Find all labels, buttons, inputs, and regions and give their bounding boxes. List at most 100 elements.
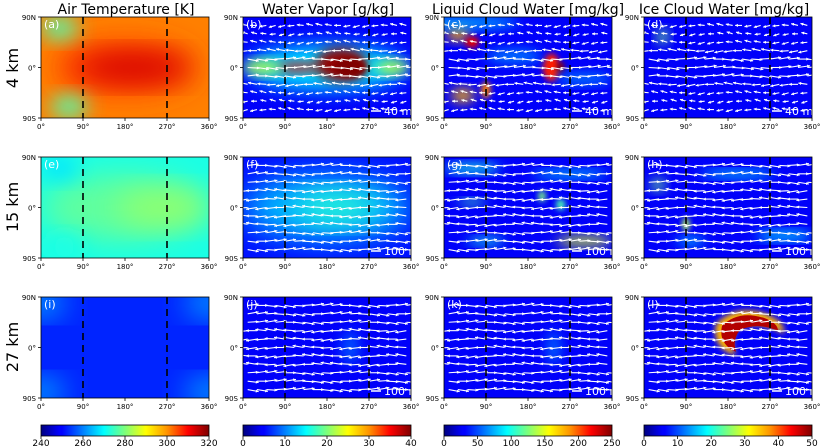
wind-arrowhead	[587, 313, 591, 317]
wind-arrowhead	[577, 238, 581, 242]
wind-arrowhead	[456, 215, 460, 219]
wind-arrowhead	[380, 92, 384, 96]
wind-arrowhead	[693, 238, 697, 242]
wind-arrowhead	[266, 47, 270, 51]
wind-arrowhead	[677, 84, 681, 88]
wind-arrowhead	[525, 90, 529, 94]
wind-arrowhead	[665, 249, 669, 253]
wind-arrowhead	[596, 205, 600, 209]
wind-arrowhead	[513, 64, 517, 68]
wind-arrowhead	[376, 165, 380, 169]
wind-arrowhead	[712, 212, 716, 216]
wind-arrowhead	[283, 378, 287, 382]
wind-arrowhead	[465, 355, 469, 359]
wind-arrowhead	[587, 197, 590, 201]
lon-tick-label: 270°	[562, 123, 579, 131]
wind-arrowhead	[545, 31, 549, 35]
lat-tick-label: 90S	[426, 115, 440, 123]
wind-arrowhead	[461, 31, 465, 35]
wind-arrowhead	[493, 378, 497, 382]
wind-arrowhead	[688, 24, 692, 28]
wind-arrowhead	[456, 249, 460, 253]
wind-arrowhead	[292, 313, 296, 317]
wind-arrowhead	[503, 337, 506, 341]
wind-arrowhead	[744, 24, 748, 28]
wind-arrowhead	[525, 109, 529, 113]
wind-arrow	[807, 58, 812, 61]
lat-tick-label: 0°	[431, 205, 439, 213]
wind-arrowhead	[335, 99, 338, 103]
wind-arrowhead	[493, 313, 497, 317]
wind-arrowhead	[656, 222, 660, 226]
wind-arrowhead	[283, 188, 287, 192]
wind-arrowhead	[386, 353, 390, 357]
wind-arrowhead	[665, 179, 669, 183]
wind-arrow	[644, 222, 649, 225]
wind-arrowhead	[759, 364, 763, 368]
wind-arrow	[607, 304, 612, 306]
wind-arrowhead	[359, 67, 363, 71]
wind-arrowhead	[288, 99, 292, 103]
wind-arrowhead	[721, 322, 725, 326]
wind-arrowhead	[330, 221, 334, 225]
wind-arrowhead	[549, 249, 553, 253]
wind-arrowhead	[512, 330, 516, 334]
wind-arrowhead	[348, 249, 352, 253]
wind-arrowhead	[638, 330, 641, 333]
wind-arrow	[444, 338, 449, 341]
wind-arrowhead	[334, 23, 337, 27]
wind-arrowhead	[456, 380, 460, 384]
wind-arrowhead	[362, 24, 366, 28]
wind-arrowhead	[712, 361, 716, 365]
wind-arrowhead	[733, 81, 737, 85]
wind-arrow	[644, 338, 649, 341]
colorbar-gradient	[643, 424, 813, 437]
wind-arrowhead	[287, 92, 291, 96]
wind-arrowhead	[237, 353, 240, 356]
wind-arrowhead	[744, 108, 748, 112]
wind-arrowhead	[302, 353, 306, 357]
wind-arrowhead	[475, 205, 478, 210]
wind-arrowhead	[488, 106, 492, 110]
wind-arrowhead	[591, 92, 595, 96]
wind-arrowhead	[684, 378, 688, 382]
wind-arrowhead	[395, 361, 399, 365]
wind-arrowhead	[324, 109, 328, 113]
wind-arrowhead	[540, 302, 544, 306]
wind-arrowhead	[395, 313, 399, 317]
wind-arrowhead	[721, 182, 725, 186]
wind-arrowhead	[279, 98, 283, 102]
wind-arrowhead	[269, 32, 273, 36]
wind-arrowhead	[716, 41, 720, 45]
wind-arrowhead	[264, 311, 268, 315]
wind-arrowhead	[367, 224, 371, 228]
wind-arrowhead	[456, 162, 460, 166]
wind-arrowhead	[684, 364, 688, 368]
wind-arrowhead	[404, 322, 408, 326]
wind-arrowhead	[302, 181, 306, 185]
wind-arrowhead	[302, 213, 306, 217]
wind-arrowhead	[573, 99, 577, 103]
wind-arrowhead	[703, 344, 707, 348]
wind-arrowhead	[358, 336, 362, 340]
wind-arrowhead	[395, 190, 399, 194]
wind-arrowhead	[759, 319, 763, 323]
wind-arrowhead	[805, 182, 809, 186]
wind-arrowhead	[521, 380, 525, 384]
lon-tick-label: 360°	[201, 403, 218, 411]
wind-arrowhead	[559, 215, 563, 219]
wind-arrowhead	[698, 33, 702, 37]
wind-arrowhead	[456, 355, 460, 359]
wind-arrowhead	[669, 107, 673, 111]
wind-arrow	[607, 240, 612, 243]
lon-tick-label: 360°	[804, 123, 821, 131]
wind-arrowhead	[815, 311, 818, 314]
wind-arrowhead	[742, 48, 746, 52]
wind-arrowhead	[467, 83, 471, 87]
wind-arrowhead	[479, 24, 483, 28]
lat-tick-label: 90S	[626, 255, 640, 263]
lon-tick-label: 180°	[520, 123, 537, 131]
wind-arrowhead	[304, 82, 307, 86]
wind-arrow	[607, 172, 612, 175]
wind-arrowhead	[255, 162, 259, 166]
